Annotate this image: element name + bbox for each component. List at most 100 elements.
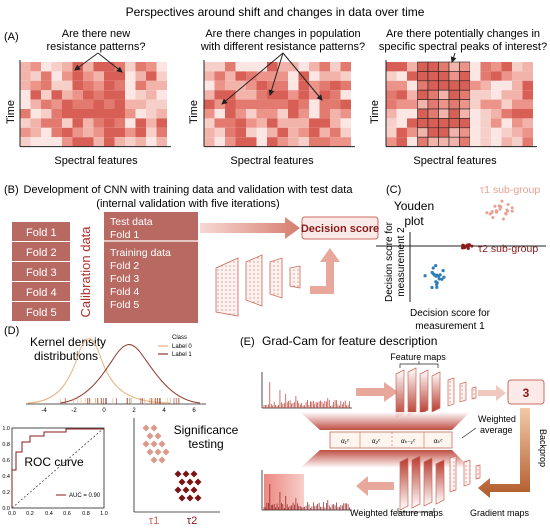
heatmap-cell bbox=[501, 62, 512, 72]
heatmap-cell bbox=[30, 127, 41, 138]
significance-point-tau1 bbox=[154, 432, 162, 440]
heatmap-cell bbox=[459, 99, 471, 110]
heatmap-cell bbox=[386, 137, 397, 147]
heatmap-cell bbox=[277, 109, 288, 119]
heatmap-cell bbox=[319, 127, 330, 138]
heatmap-cell bbox=[340, 71, 351, 81]
heatmap-cell bbox=[51, 99, 62, 109]
heatmap-cell bbox=[146, 99, 157, 109]
heatmap-cell bbox=[522, 99, 533, 109]
weight-alpha-k: αₖᶜ bbox=[434, 438, 443, 445]
heatmap-cell bbox=[386, 118, 397, 128]
heatmap-cell bbox=[83, 118, 94, 128]
heatmap-cell bbox=[448, 99, 460, 110]
heatmap-cell bbox=[20, 62, 31, 72]
heatmap-cell bbox=[340, 127, 351, 138]
heatmap-cell bbox=[438, 89, 450, 100]
heatmap-cell bbox=[512, 71, 523, 81]
heatmap-cell bbox=[438, 61, 450, 72]
significance-point-tau1 bbox=[154, 448, 162, 456]
heatmap-cell bbox=[135, 137, 146, 147]
heatmap-cell bbox=[246, 90, 257, 100]
heatmap-cell bbox=[72, 137, 83, 147]
heatmap-3-question-line2: specific spectral peaks of interest? bbox=[379, 41, 547, 53]
kde-legend-label-1: Label 1 bbox=[172, 352, 192, 358]
heatmap-cell bbox=[298, 137, 309, 147]
heatmap-cell bbox=[51, 118, 62, 128]
heatmap-cell bbox=[470, 118, 481, 128]
panel-b-heading-line1: Development of CNN with training data an… bbox=[24, 184, 354, 196]
heatmap-cell bbox=[407, 127, 418, 138]
youden-point-tau1 bbox=[493, 204, 497, 208]
heatmap-cell bbox=[470, 80, 481, 91]
heatmap-cell bbox=[51, 127, 62, 138]
heatmap-cell bbox=[93, 99, 104, 109]
heatmap-cell bbox=[72, 62, 83, 72]
heatmap-1-ylabel: Time bbox=[5, 100, 17, 124]
significance-point-tau2 bbox=[174, 486, 182, 494]
heatmap-cell bbox=[470, 127, 481, 138]
youden-point-other bbox=[435, 285, 439, 289]
heatmap-cell bbox=[298, 80, 309, 91]
heatmap-cell bbox=[319, 62, 330, 72]
heatmap-cell bbox=[512, 137, 523, 147]
heatmap-cell bbox=[93, 137, 104, 147]
heatmap-cell bbox=[480, 71, 491, 81]
heatmap-cell bbox=[491, 137, 502, 147]
heatmap-cell bbox=[522, 109, 533, 119]
heatmap-cell bbox=[256, 127, 267, 138]
kde-title-line1: Kernel density bbox=[30, 335, 106, 349]
heatmap-cell bbox=[267, 90, 278, 100]
heatmap-cell bbox=[309, 80, 320, 91]
fold-5: Fold 5 bbox=[26, 307, 57, 319]
heatmap-cell bbox=[330, 62, 341, 72]
youden-point-tau1 bbox=[485, 211, 489, 215]
heatmap-cell bbox=[20, 90, 31, 100]
heatmap-cell bbox=[156, 137, 167, 147]
panel-a-label: (A) bbox=[4, 31, 19, 43]
heatmap-1-xlabel: Spectral features bbox=[54, 155, 138, 167]
heatmap-cell bbox=[214, 127, 225, 138]
roc-legend: AUC = 0.90 bbox=[69, 493, 101, 499]
class-output-label: 3 bbox=[523, 386, 530, 400]
panel-c-label: (C) bbox=[386, 184, 401, 196]
heatmap-cell bbox=[448, 71, 460, 82]
significance-point-tau1 bbox=[150, 424, 158, 432]
heatmap-cell bbox=[156, 127, 167, 138]
heatmap-cell bbox=[417, 89, 429, 100]
heatmap-cell bbox=[319, 137, 330, 147]
heatmap-cell bbox=[512, 90, 523, 100]
heatmap-cell bbox=[319, 109, 330, 119]
heatmap-cell bbox=[156, 90, 167, 100]
heatmap-cell bbox=[427, 71, 439, 82]
kde-tick: -2 bbox=[71, 408, 77, 414]
heatmap-cell bbox=[340, 62, 351, 72]
heatmap-cell bbox=[427, 99, 439, 110]
heatmap-cell bbox=[417, 136, 429, 147]
fold-2: Fold 2 bbox=[26, 247, 57, 259]
weight-alpha-k-1: αₖ₋₁ᶜ bbox=[401, 438, 416, 445]
weights-row: α₁ᶜ α₂ᶜ αₖ₋₁ᶜ αₖᶜ bbox=[329, 431, 453, 449]
heatmap-cell bbox=[298, 90, 309, 100]
heatmap-cell bbox=[340, 90, 351, 100]
heatmap-cell bbox=[246, 109, 257, 119]
heatmap-cell bbox=[30, 118, 41, 128]
heatmap-cell bbox=[114, 99, 125, 109]
heatmap-cell bbox=[214, 99, 225, 109]
heatmap-cell bbox=[417, 108, 429, 119]
kde-ticks: -4 -2 0 2 4 6 bbox=[41, 408, 196, 414]
heatmap-cell bbox=[30, 90, 41, 100]
kde-tick: 2 bbox=[132, 408, 136, 414]
heatmap-cell bbox=[298, 118, 309, 128]
heatmap-cell bbox=[277, 90, 288, 100]
youden-point-other bbox=[437, 277, 441, 281]
significance-point-tau1 bbox=[162, 448, 170, 456]
heatmap-cell bbox=[427, 127, 439, 138]
roc-x-tick: 0.6 bbox=[63, 511, 71, 517]
heatmap-cell bbox=[125, 99, 136, 109]
heatmap-cell bbox=[448, 127, 460, 138]
kde-curve-label-0 bbox=[27, 338, 171, 404]
heatmap-cell bbox=[330, 137, 341, 147]
heatmap-cell bbox=[62, 90, 73, 100]
significance-point-tau1 bbox=[146, 448, 154, 456]
